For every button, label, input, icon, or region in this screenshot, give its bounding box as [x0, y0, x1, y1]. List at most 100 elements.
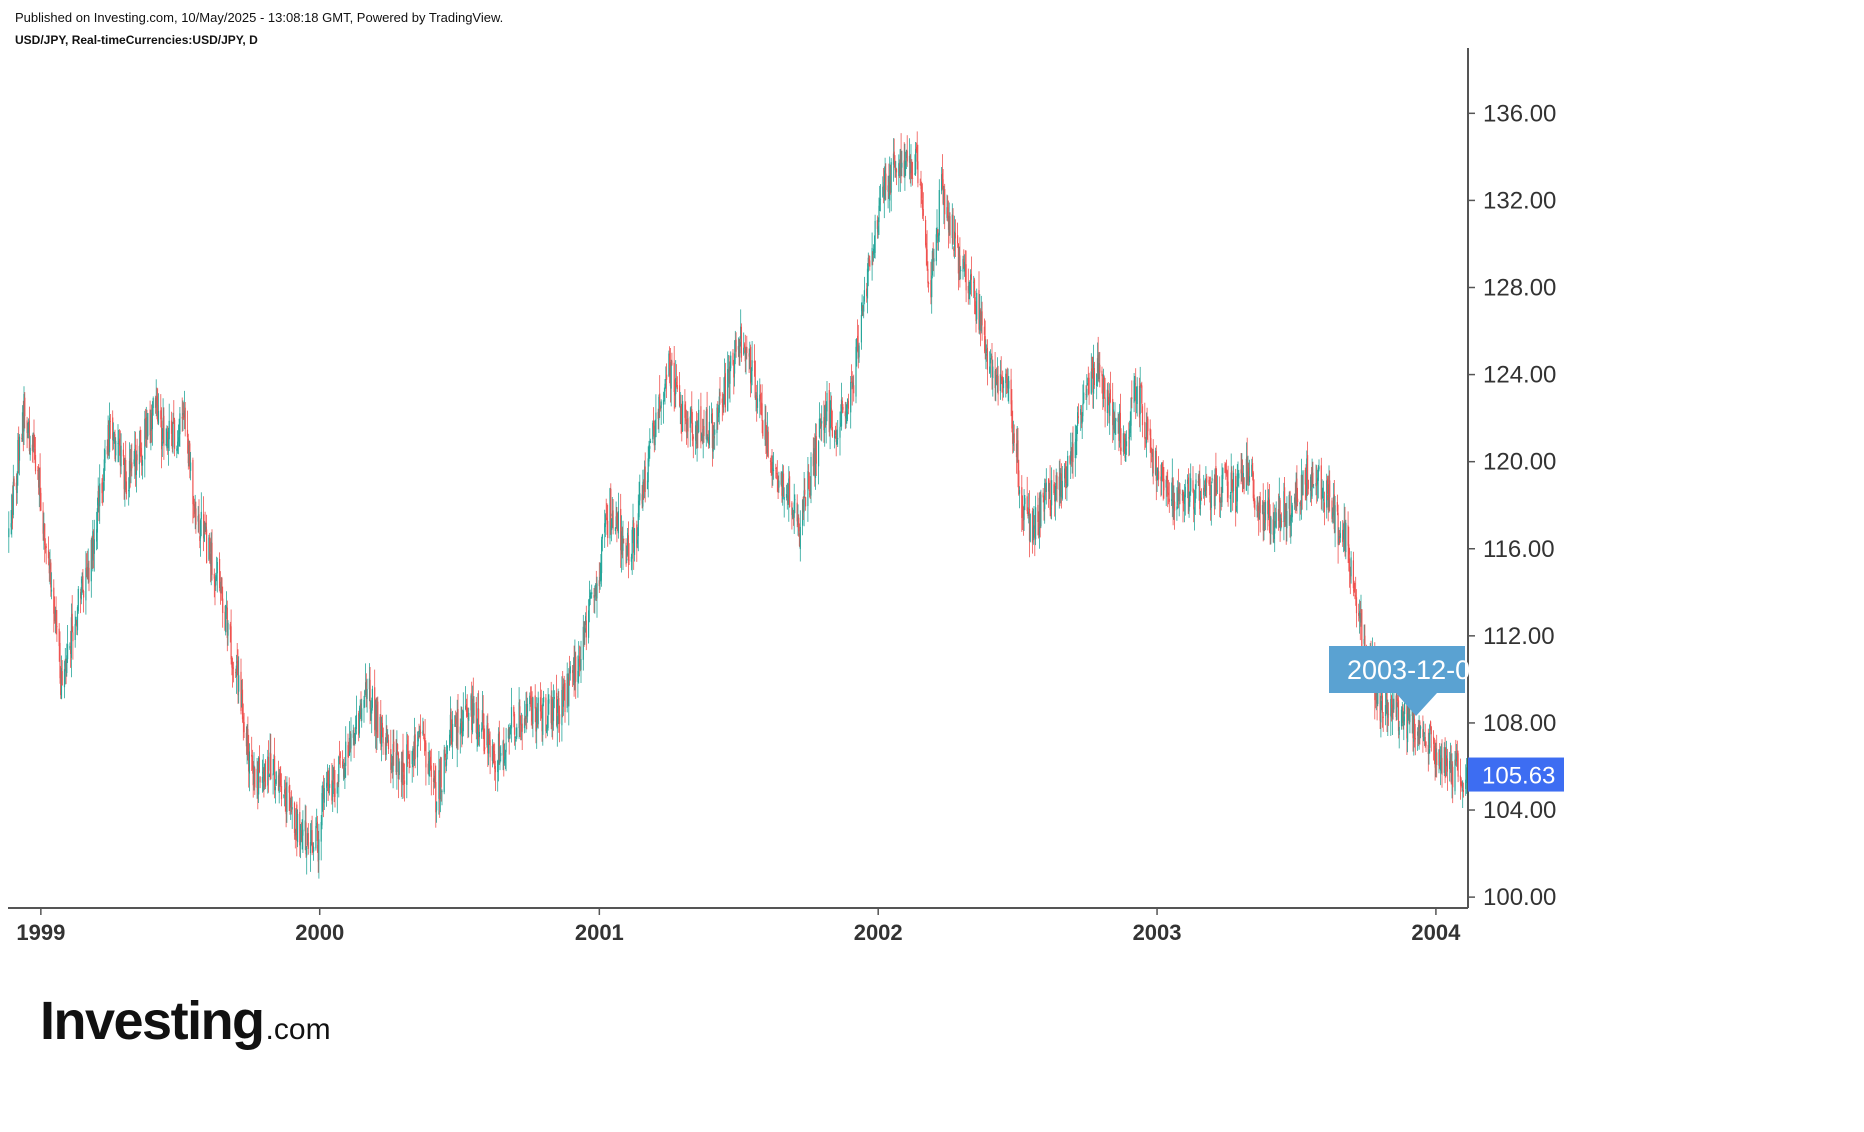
candle-body [96, 508, 98, 533]
candle-body [697, 425, 699, 430]
candle-body [1385, 689, 1387, 702]
candle-body [526, 703, 529, 717]
candle-body [1213, 478, 1215, 507]
candle-body [1141, 406, 1144, 426]
candle-body [1350, 557, 1352, 577]
candle-body [633, 528, 636, 555]
candle-body [787, 495, 789, 503]
candle-body [101, 482, 103, 494]
candle-body [596, 583, 598, 599]
candle-body [75, 617, 77, 625]
candle-body [483, 725, 485, 752]
candle-body [385, 733, 387, 755]
candle-body [1161, 463, 1163, 480]
candle-body [1428, 749, 1430, 755]
candle-body [1462, 788, 1464, 791]
candle-body [381, 725, 383, 747]
candle-body [1010, 379, 1012, 405]
candle-body [1124, 438, 1126, 458]
candle-body [876, 220, 878, 230]
candle-body [908, 155, 911, 163]
crosshair-date-tag [1329, 646, 1465, 716]
candle-body [1118, 417, 1120, 441]
candle-body [316, 823, 318, 827]
candle-body [323, 788, 325, 803]
candle-body [537, 697, 539, 725]
candle-body [577, 670, 579, 683]
candle-body [1002, 380, 1005, 389]
crosshair-date-label: 2003-12-0 [1347, 655, 1470, 685]
candle-body [1144, 421, 1146, 439]
candle-body [1189, 491, 1191, 503]
candle-body [759, 394, 762, 400]
candle-body [1123, 434, 1125, 439]
candle-body [134, 449, 136, 463]
candle-body [440, 757, 442, 788]
candle-body [1002, 379, 1004, 386]
candle-body [24, 397, 26, 417]
candle-body [1435, 748, 1437, 765]
candle-body [49, 563, 51, 569]
candle-body [874, 220, 876, 253]
candle-body [615, 516, 617, 527]
candle-body [1221, 474, 1223, 503]
candle-body [514, 737, 516, 738]
candle-body [434, 775, 436, 783]
candle-body [1434, 758, 1436, 768]
candle-body [72, 632, 74, 642]
candle-body [1407, 707, 1409, 718]
candle-body [1286, 511, 1288, 529]
candle-body [1061, 480, 1063, 499]
candle-body [701, 434, 704, 442]
candle-body [524, 717, 526, 724]
candle-body [177, 441, 179, 451]
candle-body [1168, 498, 1170, 502]
candle-body [718, 396, 720, 413]
candle-body [1465, 779, 1467, 789]
candle-body [1032, 527, 1034, 541]
candle-body [215, 574, 217, 586]
candle-body [578, 658, 580, 671]
candle-body [1441, 757, 1443, 775]
candle-body [925, 242, 927, 250]
candle-body [992, 366, 994, 379]
candle-body [1413, 715, 1415, 742]
candle-body [957, 235, 959, 244]
candle-body [391, 762, 393, 773]
candle-body [45, 546, 47, 548]
candle-body [734, 353, 736, 374]
candle-body [1190, 478, 1192, 492]
candle-body [413, 735, 415, 765]
candle-body [904, 161, 906, 178]
candle-body [130, 464, 132, 471]
candle-body [34, 454, 37, 472]
candle-body [1060, 476, 1062, 498]
candle-body [322, 785, 325, 799]
candle-body [804, 489, 806, 495]
candle-body [610, 488, 612, 526]
candle-body [1243, 477, 1245, 489]
candle-body [895, 168, 898, 173]
candle-body [759, 394, 761, 402]
candle-body [195, 508, 197, 525]
candle-body [856, 338, 858, 351]
candle-body [454, 715, 456, 727]
candle-body [1209, 484, 1211, 496]
y-tick-label: 124.00 [1483, 362, 1556, 389]
candle-body [1258, 508, 1260, 520]
candle-body [530, 695, 532, 698]
candle-body [1252, 472, 1254, 499]
candle-body [504, 751, 506, 760]
candle-body [1101, 370, 1103, 377]
candle-body [171, 434, 173, 449]
candle-body [1103, 374, 1105, 399]
candle-body [1071, 442, 1073, 457]
candle-body [1333, 494, 1335, 530]
candle-body [1064, 466, 1066, 484]
candle-body [818, 441, 820, 467]
candle-body [1387, 710, 1389, 718]
candle-body [591, 592, 593, 595]
candle-body [860, 314, 862, 343]
candle-body [1396, 702, 1398, 720]
